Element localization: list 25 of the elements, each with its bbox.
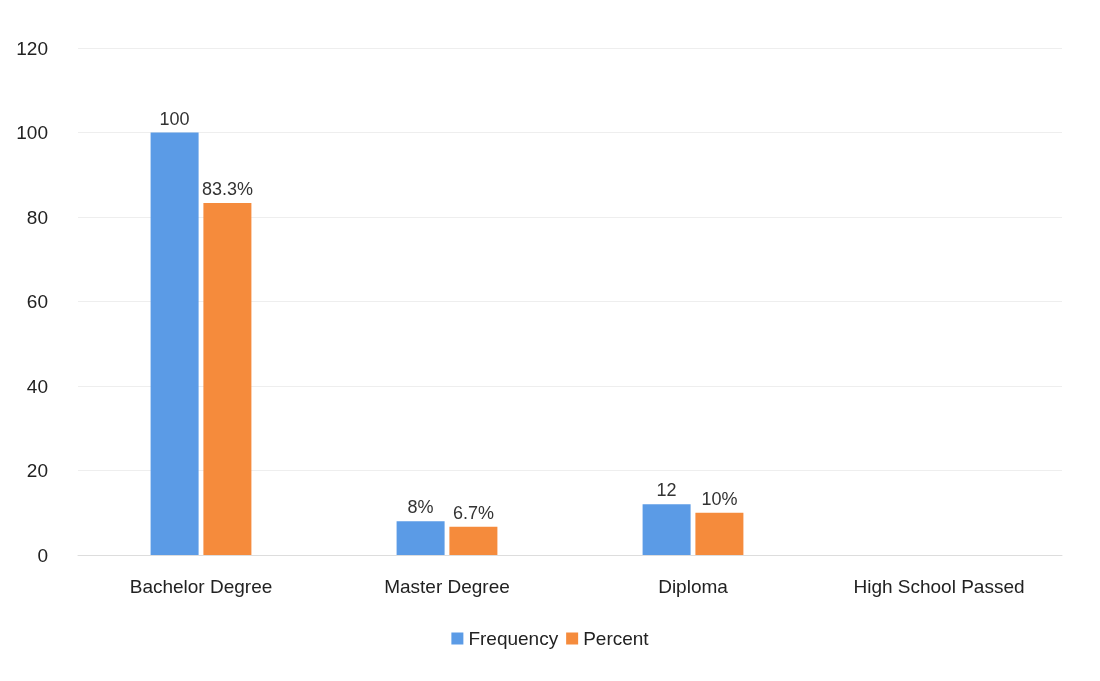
data-label: 83.3% bbox=[201, 179, 253, 200]
y-tick-label: 120 bbox=[16, 37, 48, 59]
legend-label: Frequency bbox=[468, 628, 559, 649]
y-tick-label: 40 bbox=[26, 375, 48, 397]
x-tick-label: Bachelor Degree bbox=[129, 576, 273, 597]
x-tick-label: High School Passed bbox=[853, 576, 1025, 597]
legend-label: Percent bbox=[583, 628, 650, 649]
bar bbox=[642, 504, 691, 555]
y-tick-label: 80 bbox=[26, 206, 48, 228]
data-label: 10% bbox=[701, 488, 738, 509]
y-tick-label: 20 bbox=[26, 460, 48, 481]
data-label: 12 bbox=[656, 480, 677, 501]
bar bbox=[396, 521, 445, 555]
bar bbox=[150, 132, 199, 555]
y-tick-label: 100 bbox=[16, 122, 48, 143]
y-tick-label: 0 bbox=[37, 544, 48, 566]
bar bbox=[449, 526, 498, 555]
data-label: 6.7% bbox=[452, 502, 494, 523]
bar bbox=[203, 203, 252, 555]
data-label: 100 bbox=[159, 108, 190, 129]
data-label: 8% bbox=[407, 497, 434, 518]
x-tick-label: Master Degree bbox=[384, 576, 510, 597]
y-tick-label: 60 bbox=[26, 291, 48, 312]
bar bbox=[695, 512, 744, 555]
x-tick-label: Diploma bbox=[658, 576, 729, 597]
